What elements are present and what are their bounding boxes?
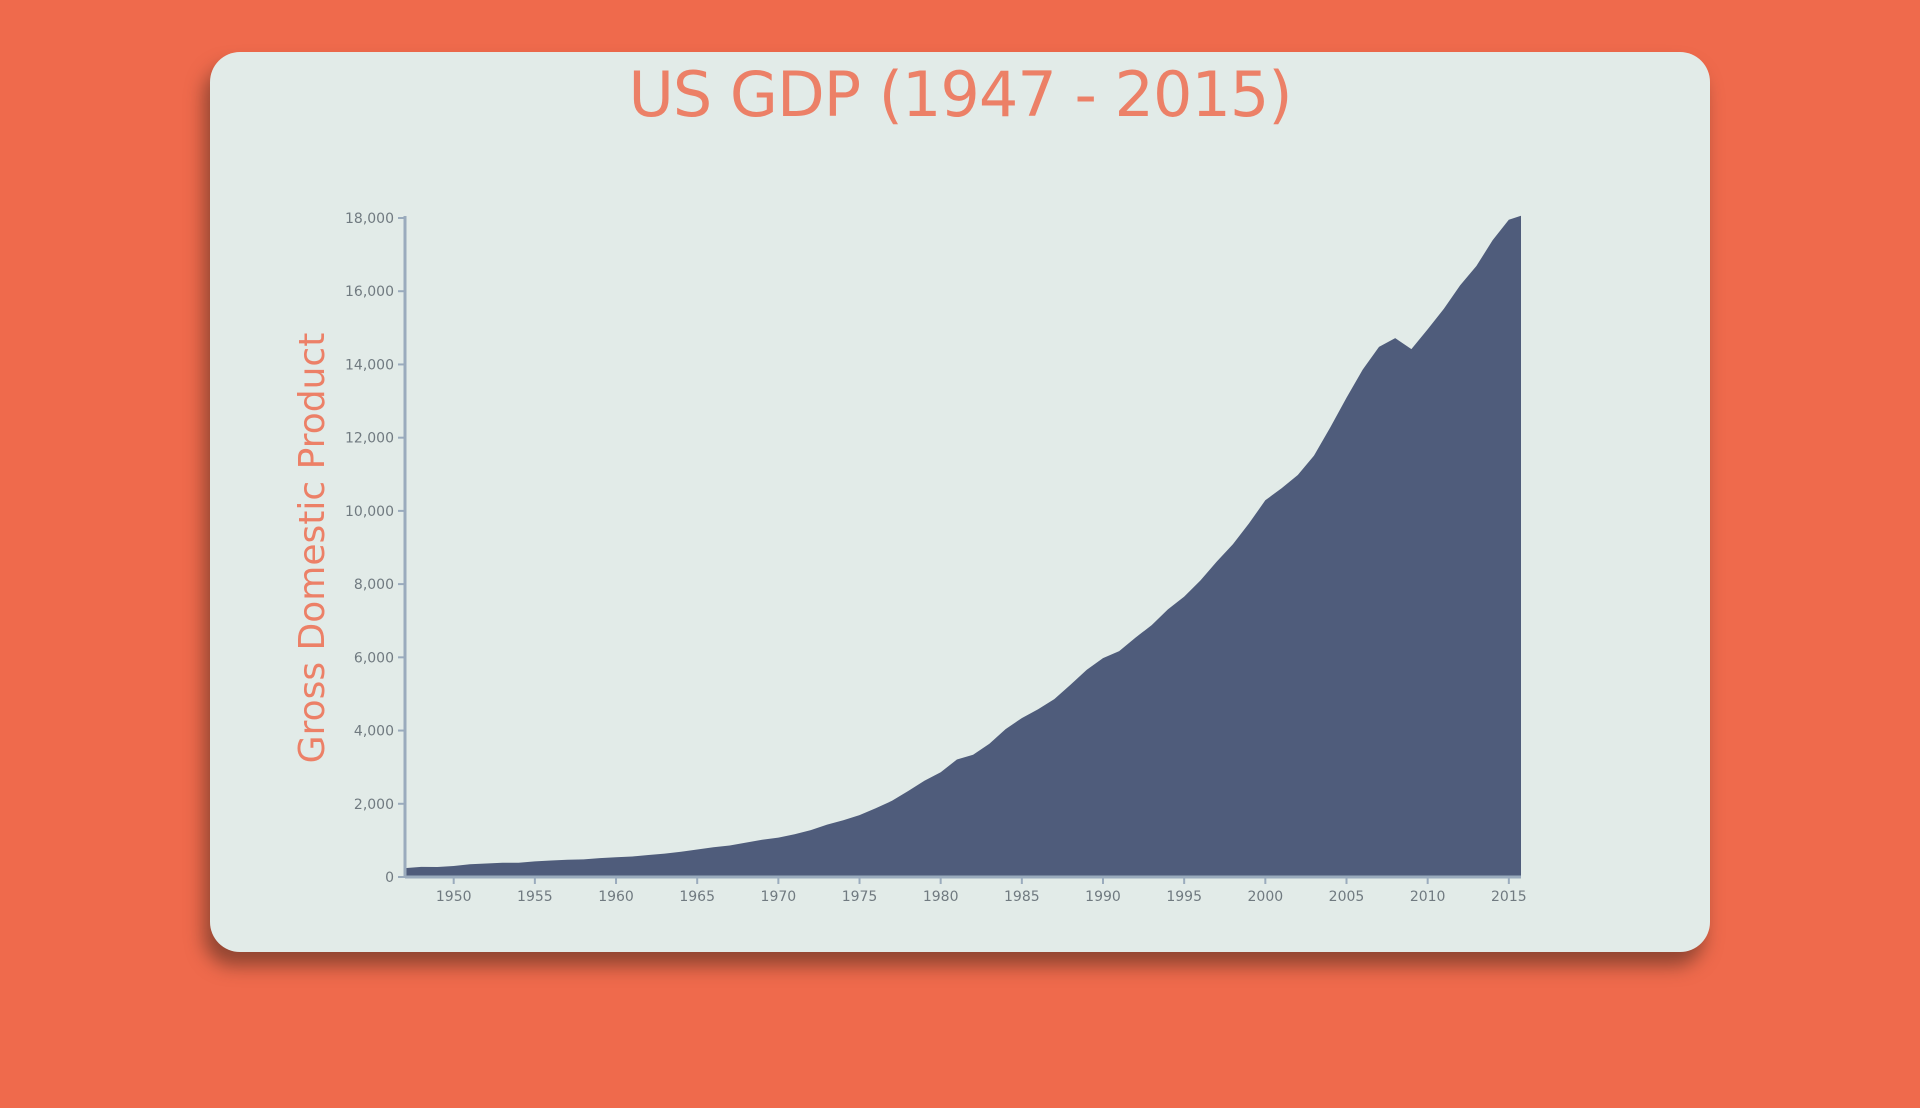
y-tick-label: 10,000 xyxy=(345,504,394,520)
x-tick-label: 2015 xyxy=(1491,889,1527,905)
y-tick-label: 2,000 xyxy=(354,797,394,813)
x-tick-label: 1960 xyxy=(598,889,634,905)
x-tick-label: 2010 xyxy=(1410,889,1446,905)
x-tick-label: 1985 xyxy=(1004,889,1040,905)
x-tick-label: 1955 xyxy=(517,889,553,905)
x-tick-label: 1995 xyxy=(1166,889,1202,905)
y-tick-label: 0 xyxy=(385,870,394,886)
x-tick-label: 1950 xyxy=(436,889,472,905)
y-tick-label: 16,000 xyxy=(345,284,394,300)
x-tick-label: 1975 xyxy=(842,889,878,905)
x-tick-label: 2005 xyxy=(1329,889,1365,905)
y-tick-label: 8,000 xyxy=(354,577,394,593)
chart-title: US GDP (1947 - 2015) xyxy=(628,58,1292,131)
y-tick-label: 4,000 xyxy=(354,724,394,740)
x-tick-label: 2000 xyxy=(1248,889,1284,905)
x-tick-label: 1980 xyxy=(923,889,959,905)
y-tick-label: 18,000 xyxy=(345,211,394,227)
gdp-area xyxy=(405,215,1521,878)
y-tick-label: 14,000 xyxy=(345,357,394,373)
x-tick-label: 1970 xyxy=(761,889,797,905)
y-tick-label: 12,000 xyxy=(345,431,394,447)
x-tick-label: 1965 xyxy=(679,889,715,905)
y-tick-label: 6,000 xyxy=(354,650,394,666)
x-tick-label: 1990 xyxy=(1085,889,1121,905)
